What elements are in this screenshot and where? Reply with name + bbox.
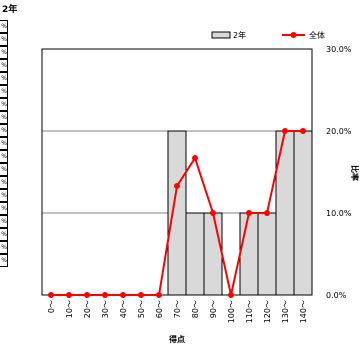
line-series — [48, 128, 306, 298]
legend-label: 2年 — [233, 30, 246, 40]
x-tick-label: 80～ — [191, 300, 200, 318]
table-cell-fragment: % — [0, 111, 8, 124]
x-tick-label: 20～ — [83, 300, 92, 318]
line-point — [210, 210, 216, 216]
table-cell-fragment: % — [0, 254, 8, 267]
table-cell-fragment: % — [0, 241, 8, 254]
chart-title: 2年 — [2, 3, 17, 15]
table-cell-fragment: % — [0, 46, 8, 59]
table-cell-fragment: % — [0, 124, 8, 137]
line-point — [48, 292, 54, 298]
y-tick-labels: 0.0% 10.0% 20.0% 30.0% — [326, 45, 352, 300]
line-point — [66, 292, 72, 298]
bars — [167, 130, 313, 296]
y-tick-label: 30.0% — [326, 45, 352, 54]
line-point — [84, 292, 90, 298]
bar — [257, 212, 277, 296]
legend-line-marker — [290, 32, 297, 38]
line-point — [300, 128, 306, 134]
x-tick-label: 140～ — [299, 300, 308, 323]
bar — [203, 212, 223, 296]
line-point — [120, 292, 126, 298]
line-point — [228, 292, 234, 298]
x-tick-label: 0～ — [47, 300, 56, 313]
x-tick-label: 90～ — [209, 300, 218, 318]
table-cell-fragment: % — [0, 150, 8, 163]
line-point — [246, 210, 252, 216]
table-cell-fragment: % — [0, 72, 8, 85]
x-tick-label: 70～ — [173, 300, 182, 318]
line-point — [282, 128, 288, 134]
x-tick-label: 110～ — [245, 300, 254, 323]
y-tick-label: 10.0% — [326, 209, 352, 218]
table-cell-fragment: % — [0, 98, 8, 111]
legend-bar-swatch — [211, 31, 231, 39]
x-tick-label: 40～ — [119, 300, 128, 318]
bar — [293, 130, 313, 296]
table-cell-fragment: % — [0, 85, 8, 98]
y-tick-label: 0.0% — [326, 291, 347, 300]
x-tick-label: 100～ — [227, 300, 236, 323]
table-cell-fragment: % — [0, 189, 8, 202]
x-tick-label: 30～ — [101, 300, 110, 318]
line-point — [192, 155, 198, 162]
legend: 2年 全体 — [211, 30, 325, 40]
line-point — [264, 210, 270, 216]
plot-frame — [41, 48, 313, 296]
line-point — [174, 182, 180, 189]
table-cell-fragment: % — [0, 20, 8, 33]
x-tick-label: 60～ — [155, 300, 164, 318]
x-axis-label: 得点 — [168, 334, 185, 344]
line-point — [156, 292, 162, 298]
table-cell-fragment: % — [0, 137, 8, 150]
legend-label: 全体 — [309, 30, 325, 40]
clipped-left-table: %%%%%%%%%%%%%%%%%%% — [0, 20, 8, 272]
table-cell-fragment: % — [0, 59, 8, 72]
x-tick-label: 50～ — [137, 300, 146, 318]
table-cell-fragment: % — [0, 163, 8, 176]
y-tick-label: 20.0% — [326, 127, 352, 136]
table-cell-fragment: % — [0, 202, 8, 215]
y-axis-label: 比率 — [350, 165, 360, 181]
x-tick-labels: 0～ 10～ 20～ 30～ 40～ 50～ 60～ 70～ 80～ 90～ 100～ 110～ 120… — [47, 300, 308, 323]
table-cell-fragment: % — [0, 33, 8, 46]
x-tick-label: 10～ — [65, 300, 74, 318]
line-point — [138, 292, 144, 298]
x-tick-label: 120～ — [263, 300, 272, 323]
bar — [185, 212, 205, 296]
table-cell-fragment: % — [0, 176, 8, 189]
line-point — [102, 292, 108, 298]
bar — [167, 130, 187, 296]
x-tick-label: 130～ — [281, 300, 290, 323]
table-cell-fragment: % — [0, 228, 8, 241]
bar — [239, 212, 259, 296]
table-cell-fragment: % — [0, 215, 8, 228]
